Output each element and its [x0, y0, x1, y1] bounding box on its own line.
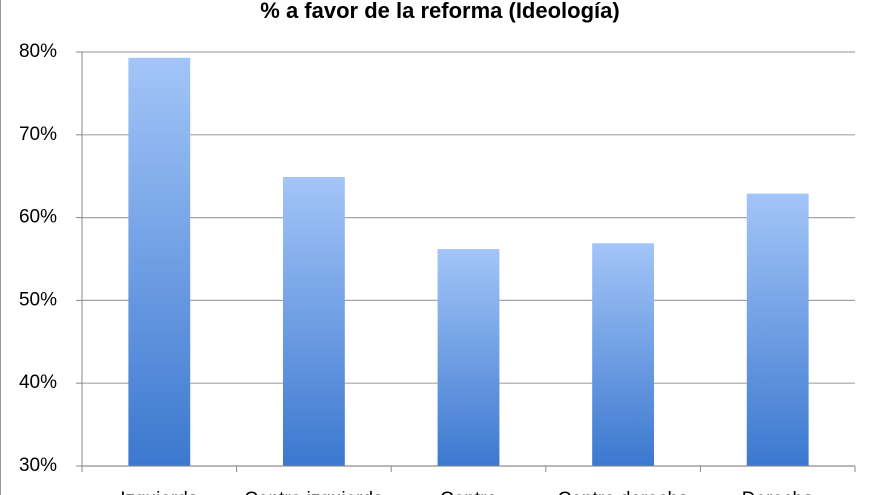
y-tick-label: 30% — [19, 455, 57, 476]
y-tick-label: 50% — [19, 289, 57, 310]
x-tick-label: Centro derecha — [558, 489, 689, 495]
bar — [282, 177, 345, 466]
y-tick-label: 60% — [19, 207, 57, 228]
chart-title: % a favor de la reforma (Ideología) — [260, 0, 619, 23]
y-tick-label: 40% — [19, 372, 57, 393]
x-tick-label: Centro izquierda — [244, 489, 384, 495]
bar — [128, 57, 191, 467]
bar — [592, 243, 655, 466]
bar — [437, 249, 500, 466]
x-tick-label: Centro — [440, 489, 497, 495]
y-tick-label: 70% — [19, 124, 57, 145]
y-tick-label: 80% — [19, 41, 57, 62]
x-tick-label: Derecha — [742, 489, 814, 495]
bar — [746, 193, 809, 466]
x-tick-label: Izquierda — [120, 489, 199, 495]
